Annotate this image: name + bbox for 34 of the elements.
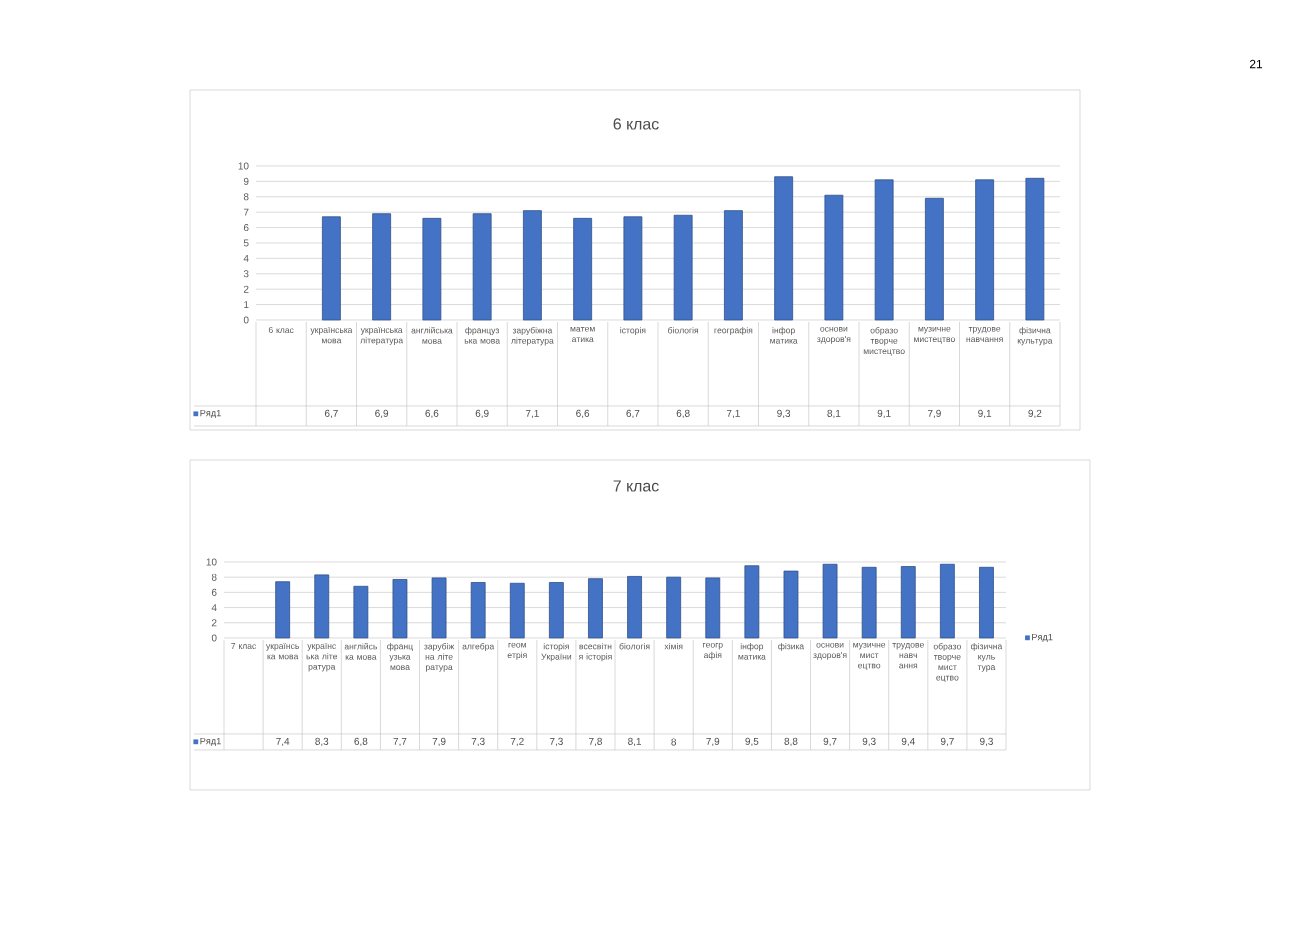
bar (472, 213, 492, 321)
bar (824, 194, 844, 321)
bar (874, 179, 894, 321)
bar (470, 582, 486, 639)
bar (627, 576, 642, 639)
bar (723, 210, 743, 321)
bar (588, 578, 603, 639)
bar (861, 566, 877, 639)
bar (924, 197, 944, 321)
bar (548, 582, 564, 639)
bar (975, 179, 995, 321)
bar (673, 214, 693, 321)
bar (573, 217, 593, 321)
bar (314, 574, 330, 639)
bar (321, 216, 341, 321)
bar (979, 566, 994, 639)
bar (744, 565, 760, 639)
bar (623, 216, 643, 321)
bar (509, 582, 525, 639)
bar (522, 210, 542, 321)
bar (275, 581, 291, 639)
bar (666, 576, 682, 639)
bar (705, 577, 721, 639)
bar (774, 176, 794, 321)
bar (900, 566, 916, 639)
bar (392, 579, 408, 639)
bar (372, 213, 392, 321)
bar (431, 577, 447, 639)
bar (353, 585, 369, 639)
bar (422, 217, 442, 321)
bar (783, 570, 799, 639)
bar (822, 563, 838, 639)
bar (939, 563, 955, 639)
bar (1025, 177, 1045, 321)
